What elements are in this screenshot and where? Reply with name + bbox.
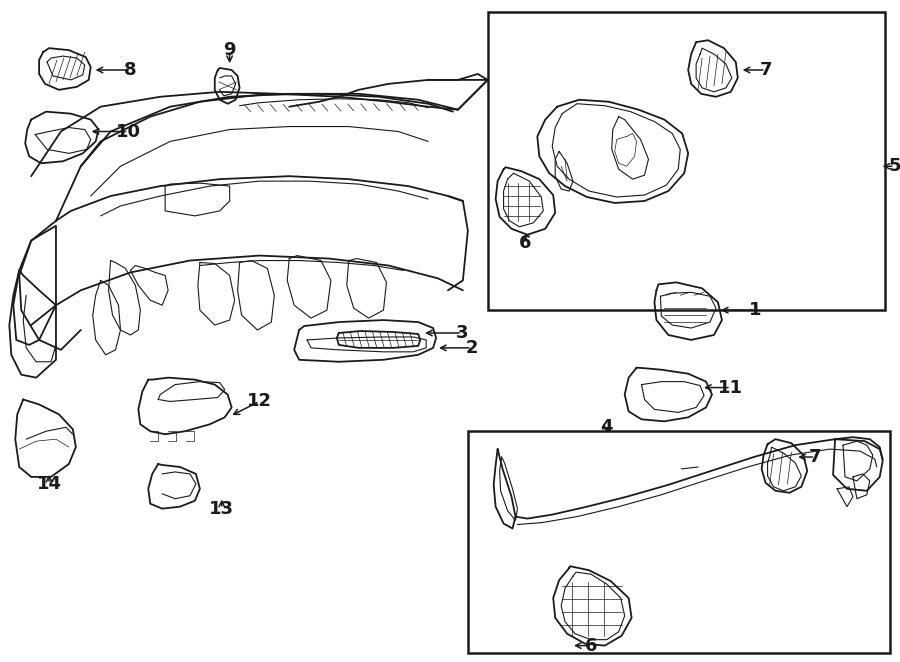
Text: 1: 1 (750, 301, 762, 319)
Text: 6: 6 (519, 234, 532, 252)
Text: 13: 13 (209, 500, 234, 518)
Text: 3: 3 (455, 324, 468, 342)
Text: 12: 12 (247, 393, 272, 410)
Text: 7: 7 (760, 61, 772, 79)
Bar (488, 13, 885, 310)
Text: 5: 5 (888, 158, 900, 175)
Text: 4: 4 (600, 418, 613, 436)
Text: 8: 8 (124, 61, 137, 79)
Text: 10: 10 (116, 122, 141, 140)
Text: 7: 7 (809, 448, 822, 466)
Text: 9: 9 (223, 41, 236, 59)
Text: 2: 2 (465, 339, 478, 357)
Text: 14: 14 (37, 475, 61, 493)
Bar (468, 431, 889, 653)
Text: 6: 6 (585, 637, 598, 655)
Text: 11: 11 (718, 379, 743, 397)
